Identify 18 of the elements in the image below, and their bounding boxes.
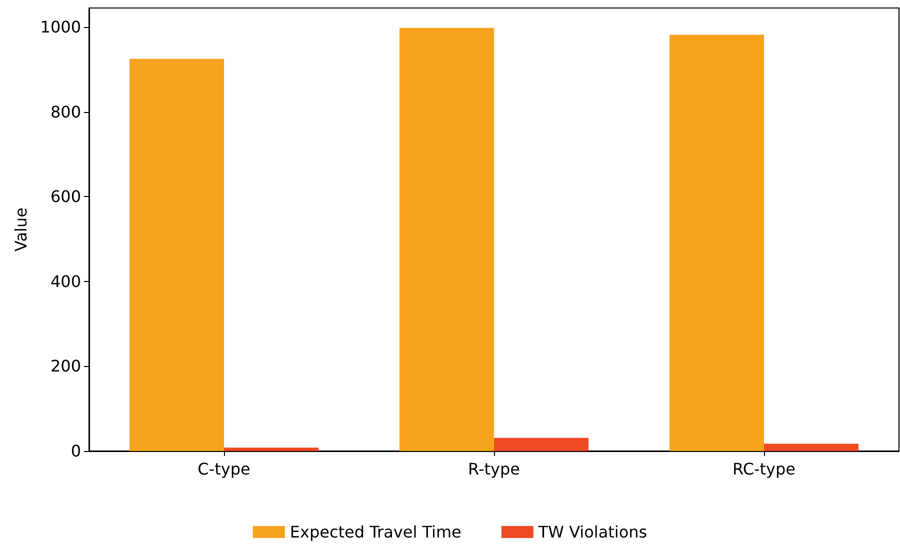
legend-label: TW Violations [537, 522, 648, 542]
y-tick-label: 0 [70, 442, 81, 460]
x-tick-label: C-type [198, 460, 250, 478]
x-tick-label: R-type [468, 460, 520, 478]
bar [400, 28, 494, 451]
y-tick-label: 800 [50, 102, 81, 122]
bar [130, 58, 224, 451]
y-axis-title: Value [12, 208, 30, 252]
bar [494, 438, 588, 451]
x-tick-label: RC-type [732, 460, 796, 478]
y-tick-label: 600 [50, 187, 81, 206]
bar [670, 34, 764, 451]
bar [224, 448, 318, 451]
bar [764, 444, 858, 451]
y-tick-label: 1000 [40, 18, 81, 37]
y-tick-label: 200 [50, 356, 81, 376]
legend-label: Expected Travel Time [290, 522, 462, 542]
y-tick-label: 400 [50, 272, 81, 291]
